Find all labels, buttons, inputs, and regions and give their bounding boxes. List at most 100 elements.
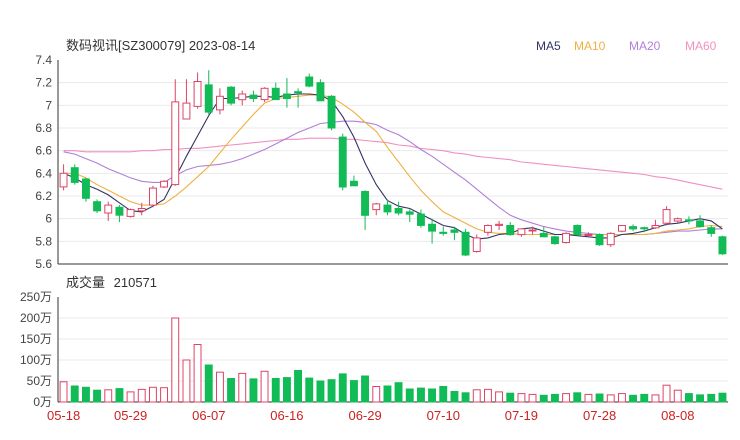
date-tick: 07-10 — [427, 408, 460, 423]
date-tick: 07-19 — [505, 408, 538, 423]
volume-bar-down — [294, 370, 303, 403]
candle-down — [539, 232, 548, 238]
candle-down — [707, 227, 716, 234]
candle-up — [606, 232, 615, 246]
volume-bar-up — [472, 389, 481, 403]
candlesticks — [59, 70, 727, 257]
volume-bar-up — [137, 388, 146, 403]
volume-bar-up — [182, 359, 191, 403]
volume-title: 成交量 — [66, 275, 105, 290]
price-tick: 6.8 — [35, 121, 52, 135]
volume-bar-up — [160, 387, 169, 403]
candle-up — [160, 180, 169, 188]
candle-down — [718, 236, 727, 255]
legend-ma5: MA5 — [536, 39, 561, 53]
candle-down — [573, 225, 582, 236]
volume-bar-down — [82, 386, 90, 403]
date-tick: 06-29 — [348, 408, 381, 423]
candle-down — [450, 229, 459, 233]
candle-down — [428, 223, 437, 232]
candle-up — [193, 81, 202, 107]
price-tick-labels: 7.4 7.2 7 6.8 6.6 6.4 6.2 6 5.8 5.6 — [35, 53, 52, 271]
volume-bar-down — [316, 380, 325, 403]
volume-tick: 0万 — [33, 395, 52, 409]
candle-down — [405, 211, 414, 215]
volume-bars — [59, 317, 727, 403]
candle-down — [595, 234, 604, 246]
candle-down — [350, 180, 358, 187]
price-tick: 6.2 — [35, 189, 52, 203]
candle-down — [294, 91, 303, 94]
candle-down — [249, 94, 258, 99]
volume-bar-down — [595, 393, 604, 403]
candle-down — [204, 84, 213, 113]
candle-up — [618, 225, 626, 232]
volume-bar-down — [718, 392, 727, 403]
candle-up — [584, 234, 593, 236]
volume-bar-down — [439, 386, 448, 403]
price-tick: 6.6 — [35, 144, 52, 158]
volume-bar-down — [394, 382, 403, 403]
volume-tick: 250万 — [20, 290, 52, 304]
ma10-line — [63, 94, 723, 236]
volume-bar-down — [450, 391, 459, 403]
volume-bar-down — [539, 394, 548, 403]
candle-up — [472, 237, 481, 252]
volume-bar-up — [495, 391, 504, 403]
date-tick: 06-16 — [270, 408, 303, 423]
candle-down — [461, 231, 470, 256]
candle-down — [93, 201, 101, 212]
candle-down — [227, 86, 236, 104]
volume-bar-up — [193, 344, 202, 403]
candle-down — [305, 76, 314, 87]
volume-tick-labels: 250万 200万 150万 100万 50万 0万 — [20, 290, 52, 409]
legend-ma10: MA10 — [574, 39, 606, 53]
date-tick: 05-29 — [114, 408, 147, 423]
volume-bar-up — [238, 372, 247, 403]
volume-bar-up — [372, 386, 381, 403]
candle-down — [70, 167, 79, 183]
candle-up — [372, 203, 381, 211]
date-tick: 06-07 — [192, 408, 225, 423]
volume-bar-up — [104, 389, 113, 403]
candle-down — [640, 227, 649, 230]
price-tick: 5.6 — [35, 257, 52, 271]
volume-bar-down — [249, 378, 258, 403]
date-tick-labels: 05-18 05-29 06-07 06-16 06-29 07-10 07-1… — [47, 408, 694, 423]
candle-down — [629, 226, 637, 230]
volume-bar-up — [673, 389, 682, 403]
volume-bar-down — [204, 364, 213, 403]
candle-down — [338, 136, 347, 188]
volume-bar-down — [551, 393, 559, 403]
volume-bar-down — [506, 392, 515, 403]
volume-bar-down — [640, 393, 649, 403]
volume-bar-down — [417, 387, 425, 403]
candle-down — [316, 82, 325, 102]
volume-bar-down — [93, 389, 101, 403]
chart-title: 数码视讯[SZ300079] 2023-08-14 — [66, 38, 255, 53]
candle-up — [651, 225, 660, 229]
volume-bar-down — [383, 385, 392, 403]
price-tick: 7.2 — [35, 76, 52, 90]
volume-bar-down — [283, 377, 291, 403]
candle-up — [260, 87, 269, 101]
candle-down — [696, 220, 704, 228]
candle-down — [283, 93, 291, 99]
volume-bar-down — [305, 377, 314, 403]
volume-bar-down — [227, 378, 236, 403]
price-tick: 6.4 — [35, 166, 52, 180]
candle-down — [115, 206, 124, 216]
volume-bar-up — [528, 393, 537, 403]
candle-up — [182, 102, 191, 120]
price-tick: 7.4 — [35, 53, 52, 67]
candle-down — [394, 208, 403, 214]
ma20-line — [63, 120, 723, 236]
candle-down — [439, 231, 448, 234]
volume-bar-down — [70, 385, 79, 403]
volume-bar-down — [327, 379, 336, 403]
candle-down — [271, 87, 280, 101]
price-grid — [58, 82, 728, 242]
volume-bar-up — [171, 317, 180, 403]
volume-bar-down — [573, 392, 582, 403]
candle-up — [59, 172, 68, 188]
